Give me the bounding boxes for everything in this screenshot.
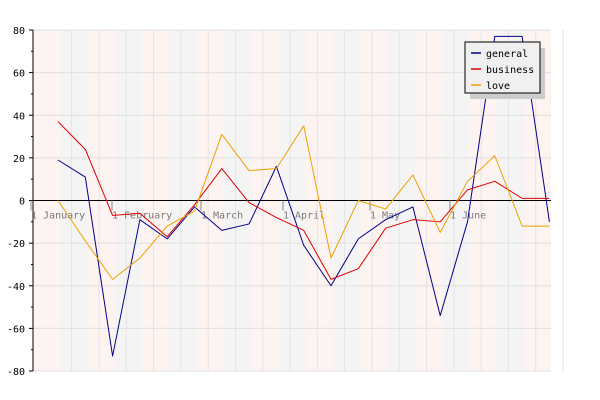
y-axis-ticks: 80 60 40 20 0 -20 -40 -60 -80	[7, 26, 33, 378]
y-tick-label: 80	[13, 26, 25, 37]
y-tick-label: 0	[19, 197, 25, 208]
month-label: 1 January	[31, 211, 85, 222]
series-lines	[57, 35, 550, 357]
month-label: 1 April	[283, 211, 325, 222]
month-label: 1 March	[201, 211, 243, 222]
legend-label-business: business	[486, 65, 534, 76]
legend-label-love: love	[486, 81, 510, 92]
series-line-business	[57, 121, 550, 280]
y-tick-label: 60	[13, 69, 25, 80]
y-tick-label: 20	[13, 154, 25, 165]
y-tick-label: -20	[7, 239, 25, 250]
month-label: 1 May	[370, 211, 400, 222]
y-tick-label: -40	[7, 282, 25, 293]
y-tick-label: -60	[7, 324, 25, 335]
legend: general business love	[464, 41, 545, 99]
legend-label-general: general	[486, 49, 528, 60]
series-line-general	[57, 35, 550, 357]
y-tick-label: -80	[7, 367, 25, 378]
y-tick-label: 40	[13, 111, 25, 122]
series-line-love	[57, 125, 550, 280]
month-label: 1 February	[112, 211, 172, 222]
